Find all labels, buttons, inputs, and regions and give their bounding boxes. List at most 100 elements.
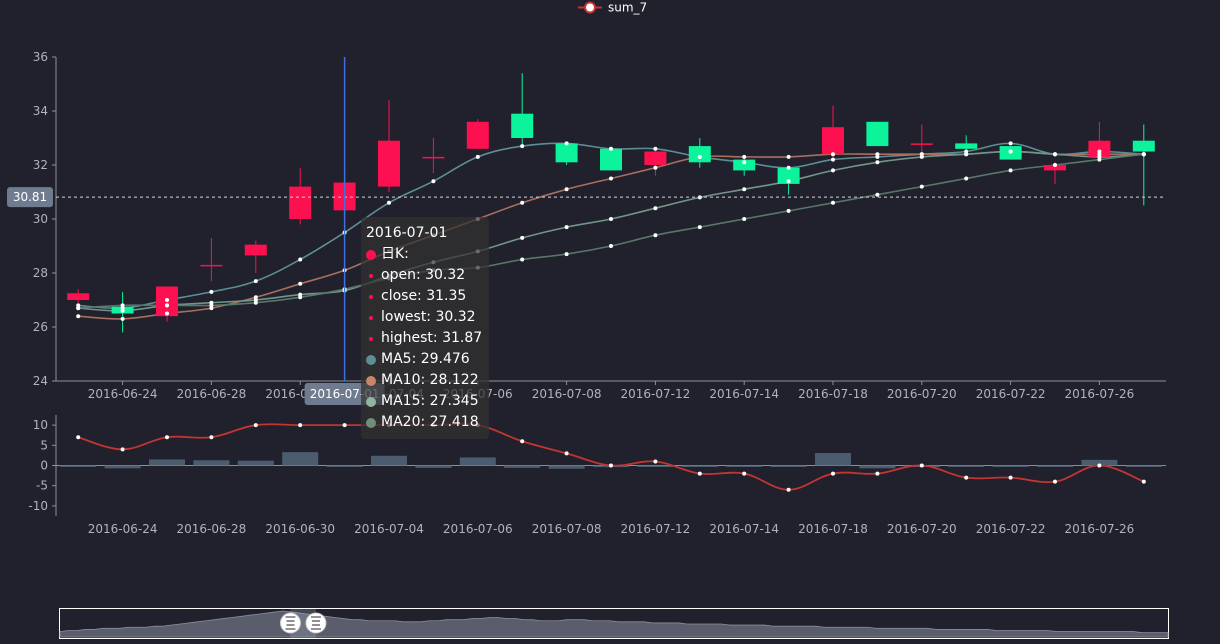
sum7-point [342,423,347,428]
ma5-point [431,179,436,184]
candle-body [822,127,844,155]
sub-x-tick-label: 2016-06-24 [88,522,158,536]
ma10-point [520,200,525,205]
volume-bar [726,465,763,467]
volume-bar [459,457,496,466]
ma10-point [786,154,791,159]
main-price-axes: 24 26 28 30 32 34 36 2016-06-24 2016-06-28 2016-0… [33,50,1166,401]
volume-bar [282,452,319,466]
candle [422,138,445,174]
sum7-point [875,471,880,476]
ma10-point [298,281,303,286]
volume-bar [371,455,407,466]
main-y-tick-label: 36 [33,50,48,64]
sub-x-tick-label: 2016-07-26 [1065,522,1135,536]
candle [822,105,844,157]
candle-body [289,186,312,219]
ma15-point [1008,149,1013,154]
ma20-point [609,244,613,248]
indicator-axes: 10 5 0 -5 -10 2016-06-24 2016-06-28 2016-06-30 2… [28,415,1166,536]
ma20-point [875,192,880,197]
legend[interactable]: sum_7 [578,1,647,15]
handle-grip-icon [310,616,321,630]
legend-sum7-label[interactable]: sum_7 [608,1,647,15]
series-marker-icon [369,273,373,278]
tooltip-row-label: MA20: 27.418 [381,414,479,430]
candle [511,73,534,147]
ma20-point [209,303,214,308]
candle-body [466,121,489,149]
volume-bar [815,452,851,466]
data-zoom-handle-start[interactable] [279,612,301,634]
sum7-point [120,447,125,452]
ma5-point [165,298,169,302]
ma15-point [653,206,658,211]
sum7-point [1008,475,1013,480]
volume-bar [992,465,1029,467]
sum7-point [786,487,791,492]
main-y-tick-label: 24 [33,374,48,388]
candle-body [200,264,223,267]
sub-x-tick-label: 2016-07-18 [798,522,868,536]
ma20-point [697,225,702,230]
series-marker-icon [369,336,373,341]
volume-bar [415,465,452,468]
ma10-point [76,314,81,319]
tooltip-row: MA10: 28.122 [366,370,484,391]
sub-x-tick-label: 2016-06-30 [265,522,335,536]
data-zoom-handle-end-knob[interactable] [305,612,327,634]
ma15-point [742,187,747,192]
data-zoom-slider[interactable] [59,608,1169,639]
volume-bar [237,460,274,466]
ma15-point [564,225,569,230]
sub-x-tick-label: 2016-07-14 [709,522,779,536]
sum7-point [964,475,969,480]
candle-body [688,146,711,163]
data-zoom-handle-start-knob[interactable] [279,612,301,634]
candle [866,121,889,147]
candle-body [910,143,933,145]
ma5-point [786,165,791,170]
main-y-tick-label: 28 [33,266,48,280]
tooltip-row: open: 30.32 [366,265,484,286]
ma20-point [298,295,303,300]
candle-body [1044,165,1066,171]
ma5-point [831,157,835,162]
volume-bar [326,465,363,467]
ma20-point [1008,168,1013,173]
candle-body [555,143,578,163]
data-zoom-handle-end[interactable] [305,612,327,634]
candle-body [422,156,445,159]
ma20-point [1097,157,1102,162]
crosshair-y-value: 30.81 [13,190,47,204]
ma20-point [786,208,791,213]
sum7-point [76,435,81,440]
tooltip-row-label: MA15: 27.345 [381,393,479,409]
volume-bar [948,465,985,467]
volume-bar [60,465,97,467]
tooltip-row: MA20: 27.418 [366,412,484,433]
main-y-tick-label: 32 [33,158,48,172]
sum7-point [165,435,169,440]
sum7-point [697,471,702,476]
ma20-point [253,300,258,305]
tooltip-row-label: MA10: 28.122 [381,372,479,388]
ma10-point [831,152,835,157]
volume-bar [681,465,718,467]
ma5-point [209,289,214,294]
tooltip-row-label: highest: 31.87 [381,330,483,346]
main-x-tick-label: 2016-07-08 [532,387,602,401]
sub-y-tick-label: -5 [36,479,48,493]
main-x-tick-label: 2016-07-14 [709,387,779,401]
candle-body [511,113,534,138]
candle [289,167,312,225]
ma20-point [520,257,525,262]
ma10-point [742,154,747,159]
ma5-point [520,144,525,149]
series-marker-icon [369,315,373,320]
tooltip-row-label: MA5: 29.476 [381,351,470,367]
main-x-tick-label: 2016-07-20 [887,387,957,401]
ma10-point [165,311,169,316]
candle-body [1088,140,1111,157]
